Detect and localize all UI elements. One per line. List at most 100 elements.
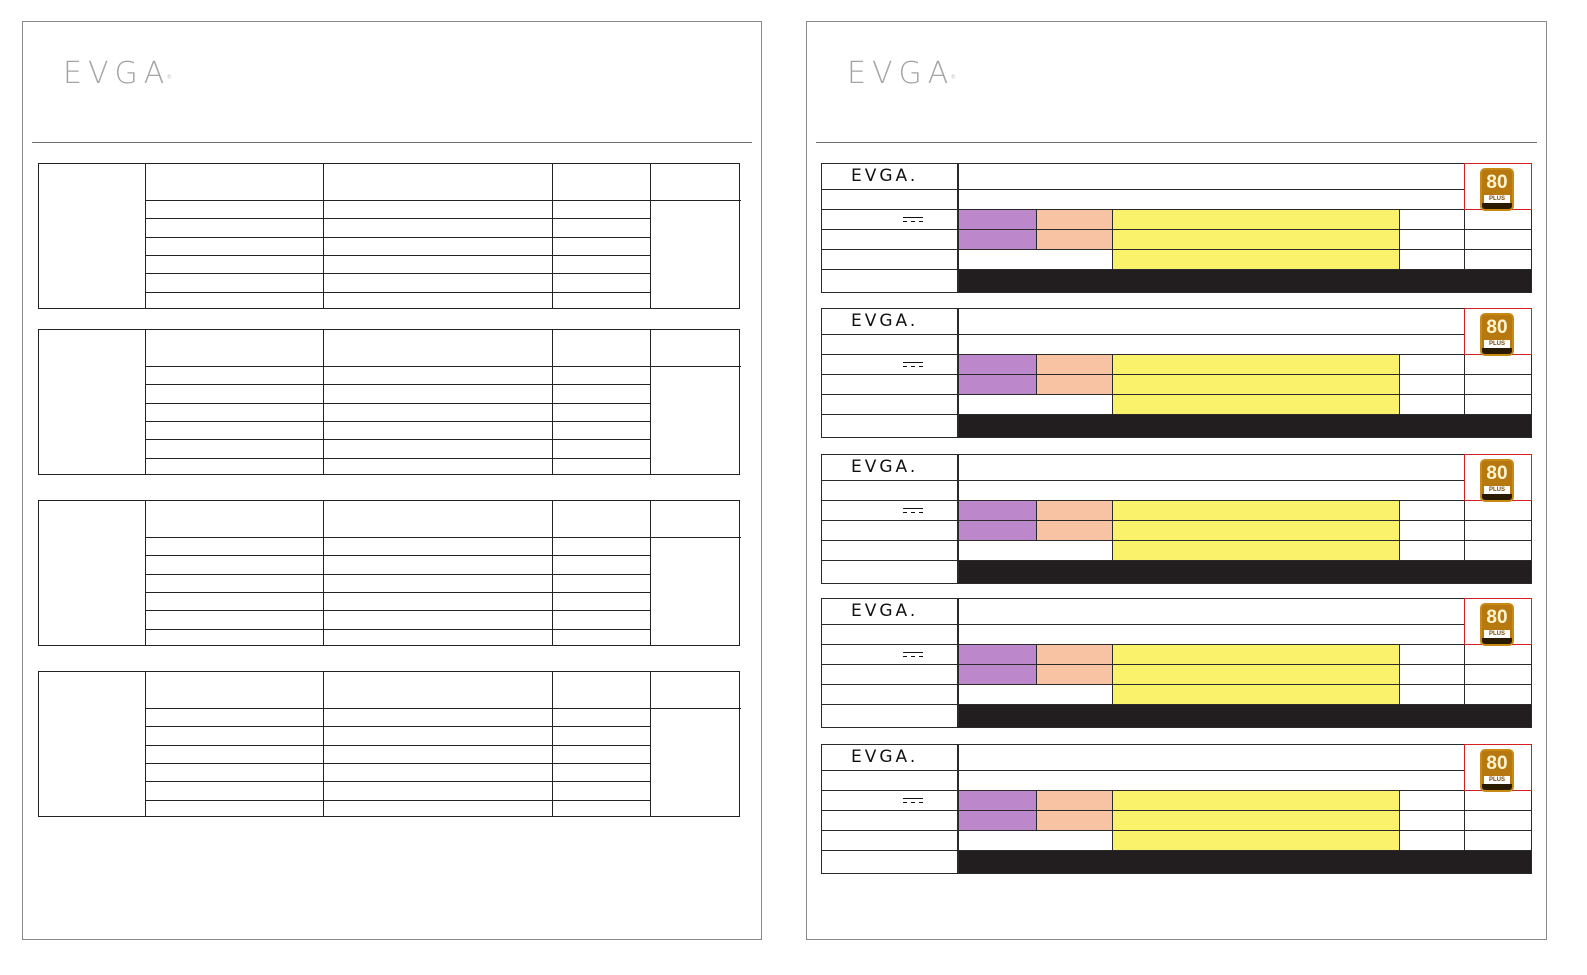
total-power-bar xyxy=(958,269,1532,293)
table-row-divider xyxy=(145,254,650,256)
table-column-divider xyxy=(650,330,651,474)
rail-12v-cell xyxy=(1112,790,1400,811)
badge-bar xyxy=(1482,638,1512,644)
spec-table xyxy=(38,329,741,475)
label-total-power-cell xyxy=(821,850,958,874)
total-power-bar xyxy=(958,704,1532,728)
spec-table xyxy=(38,671,741,817)
combined-neg12v-cell xyxy=(1399,394,1465,415)
badge-text: PLUS xyxy=(1484,486,1510,494)
table-row-divider xyxy=(145,439,650,441)
label-title-cell xyxy=(958,454,1465,481)
rail-5v-load xyxy=(1036,810,1113,831)
badge-cell: 80 PLUS xyxy=(1464,454,1532,502)
label-subtitle-value xyxy=(958,334,1465,355)
label-dc-cell xyxy=(821,790,958,811)
badge-cell: 80 PLUS xyxy=(1464,308,1532,356)
80-plus-badge-icon: 80 PLUS xyxy=(1480,603,1514,646)
rail-12v-load xyxy=(1112,229,1400,250)
rail-neg12v-load xyxy=(1399,229,1465,250)
rail-5v-cell xyxy=(1036,354,1113,375)
combined-12v-cell xyxy=(1112,830,1400,851)
header-divider xyxy=(816,142,1537,143)
evga-logo-left: EVGA® xyxy=(63,56,173,91)
evga-small-logo: EVGA. xyxy=(851,457,919,477)
label-subtitle-cell xyxy=(821,189,958,210)
table-row-divider xyxy=(145,366,741,367)
table-row-divider xyxy=(145,708,741,709)
label-subtitle-value xyxy=(958,770,1465,791)
label-subtitle-cell xyxy=(821,624,958,645)
label-dc-cell xyxy=(821,500,958,521)
combined-neg12v-cell xyxy=(1399,540,1465,561)
dc-current-icon xyxy=(903,362,923,368)
evga-small-logo: EVGA. xyxy=(851,311,919,331)
label-combined-cell xyxy=(821,249,958,270)
label-total-power-cell xyxy=(821,414,958,438)
label-max-load-cell xyxy=(821,229,958,250)
total-power-bar xyxy=(958,560,1532,584)
table-row-divider xyxy=(145,457,650,459)
label-total-power-cell xyxy=(821,560,958,584)
rail-5vsb-load xyxy=(1464,229,1532,250)
product-label: EVGA. 80 PLUS xyxy=(821,308,1532,438)
combined-12v-cell xyxy=(1112,540,1400,561)
label-dc-cell xyxy=(821,644,958,665)
table-column-divider xyxy=(145,672,146,816)
rail-5v-load xyxy=(1036,520,1113,541)
label-max-load-cell xyxy=(821,810,958,831)
combined-5vsb-cell xyxy=(1464,394,1532,415)
rail-neg12v-cell xyxy=(1399,644,1465,665)
label-combined-cell xyxy=(821,684,958,705)
table-row-divider xyxy=(145,273,650,275)
label-subtitle-cell xyxy=(821,480,958,501)
evga-small-logo: EVGA. xyxy=(851,747,919,767)
80-plus-badge-icon: 80 PLUS xyxy=(1480,749,1514,792)
table-column-divider xyxy=(552,672,553,816)
combined-12v-cell xyxy=(1112,394,1400,415)
badge-bar xyxy=(1482,203,1512,209)
badge-bar xyxy=(1482,348,1512,354)
combined-33-5-cell xyxy=(958,540,1113,561)
rail-5vsb-load xyxy=(1464,520,1532,541)
right-page: EVGA® EVGA. 80 PLUS EVGA. 80 PLUS EVGA. 80 PLUS E… xyxy=(806,21,1547,940)
label-total-power-cell xyxy=(821,704,958,728)
dc-current-icon xyxy=(903,652,923,658)
table-row-divider xyxy=(145,291,650,293)
rail-neg12v-load xyxy=(1399,520,1465,541)
evga-logo-right: EVGA® xyxy=(847,56,957,91)
80-plus-badge-icon: 80 PLUS xyxy=(1480,168,1514,211)
spec-table xyxy=(38,500,741,646)
badge-number: 80 xyxy=(1486,172,1508,193)
product-label: EVGA. 80 PLUS xyxy=(821,598,1532,728)
table-row-divider xyxy=(145,781,650,783)
rail-neg12v-load xyxy=(1399,374,1465,395)
rail-5v-load xyxy=(1036,664,1113,685)
rail-5vsb-cell xyxy=(1464,790,1532,811)
rail-33v-cell xyxy=(958,500,1037,521)
label-combined-cell xyxy=(821,830,958,851)
badge-text: PLUS xyxy=(1484,630,1510,638)
evga-small-logo: EVGA. xyxy=(851,601,919,621)
badge-text: PLUS xyxy=(1484,776,1510,784)
spec-table xyxy=(38,163,741,309)
rail-neg12v-cell xyxy=(1399,209,1465,230)
rail-5v-load xyxy=(1036,229,1113,250)
rail-5v-cell xyxy=(1036,500,1113,521)
label-title-cell xyxy=(958,744,1465,771)
combined-5vsb-cell xyxy=(1464,249,1532,270)
label-title-cell xyxy=(958,598,1465,625)
rail-33v-load xyxy=(958,664,1037,685)
rail-5v-cell xyxy=(1036,790,1113,811)
rail-5vsb-load xyxy=(1464,810,1532,831)
rail-neg12v-load xyxy=(1399,664,1465,685)
table-column-divider xyxy=(552,330,553,474)
rail-12v-load xyxy=(1112,810,1400,831)
badge-number: 80 xyxy=(1486,753,1508,774)
table-row-divider xyxy=(145,573,650,575)
combined-12v-cell xyxy=(1112,684,1400,705)
combined-5vsb-cell xyxy=(1464,684,1532,705)
label-max-load-cell xyxy=(821,664,958,685)
badge-number: 80 xyxy=(1486,463,1508,484)
table-column-divider xyxy=(323,330,324,474)
